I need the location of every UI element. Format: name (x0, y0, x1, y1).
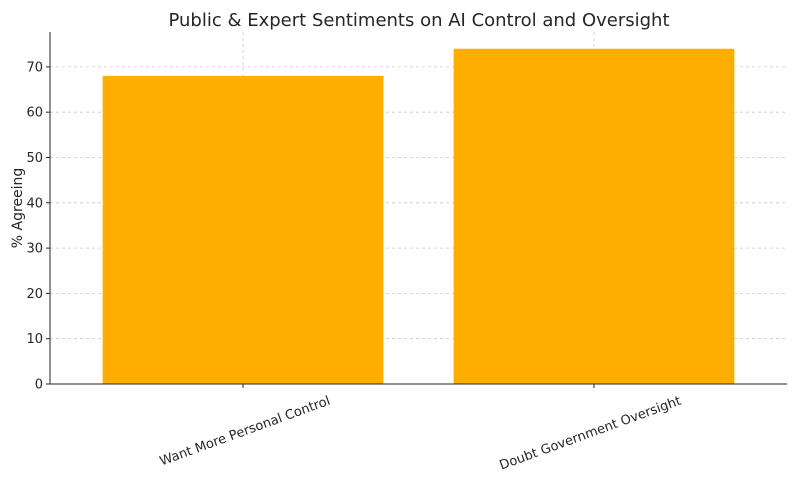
x-tick-label: Doubt Government Oversight (498, 394, 684, 474)
y-ticks: 0 10 20 30 40 50 60 70 (26, 60, 50, 393)
bar (102, 75, 384, 385)
y-tick-label: 60 (26, 106, 43, 121)
y-tick-label: 70 (26, 60, 43, 75)
chart-title: Public & Expert Sentiments on AI Control… (168, 10, 669, 31)
axes (49, 32, 787, 385)
y-axis-label: % Agreeing (10, 168, 26, 249)
y-tick-label: 0 (35, 378, 43, 393)
y-tick-label: 30 (26, 242, 43, 257)
y-tick-label: 50 (26, 151, 43, 166)
bar (453, 48, 735, 385)
bars (102, 48, 735, 385)
y-tick-label: 20 (26, 287, 43, 302)
x-tick-label: Want More Personal Control (158, 394, 332, 470)
y-tick-label: 40 (26, 196, 43, 211)
x-ticks: Want More Personal Control Doubt Governme… (158, 384, 683, 473)
y-tick-label: 10 (26, 332, 43, 347)
